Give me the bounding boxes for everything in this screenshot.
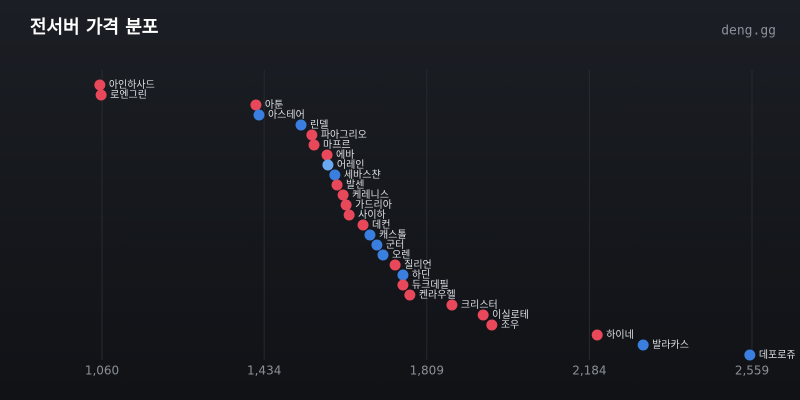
dot-label: 군터	[386, 239, 404, 251]
dot	[397, 279, 409, 291]
dot	[591, 329, 603, 341]
x-tick-label: 2,559	[735, 364, 769, 378]
dot-label: 발센	[346, 179, 364, 191]
dot-label: 켄라우헬	[419, 289, 456, 301]
dot	[253, 109, 265, 121]
dot-label: 아툰	[265, 99, 283, 111]
dot	[364, 229, 376, 241]
dot	[340, 199, 352, 211]
dot-label: 세바스챤	[344, 169, 381, 181]
dot-label: 데컨	[372, 219, 390, 231]
dot	[397, 269, 409, 281]
dot	[446, 299, 458, 311]
dot	[337, 189, 349, 201]
dot-label: 가드리아	[355, 199, 392, 211]
dot	[744, 349, 756, 361]
x-tick-label: 2,184	[572, 364, 606, 378]
dot	[477, 309, 489, 321]
dot-label: 에바	[336, 149, 354, 161]
dot-label: 데포로쥬	[759, 349, 796, 361]
dot-label: 파아그리오	[321, 129, 367, 141]
source: deng.gg	[721, 24, 776, 39]
dot	[295, 119, 307, 131]
x-tick-label: 1,434	[247, 364, 281, 378]
dot	[357, 219, 369, 231]
dot-label: 조우	[501, 319, 519, 331]
dot-label: 발라카스	[652, 339, 689, 351]
dot-label: 질리언	[404, 259, 432, 271]
x-tick-label: 1,809	[410, 364, 444, 378]
dot-label: 크리스터	[461, 299, 498, 311]
dot-label: 로엔그린	[110, 89, 147, 101]
dot	[250, 99, 262, 111]
dot-label: 사이하	[358, 208, 386, 221]
dot-label: 어레인	[337, 159, 365, 171]
dot	[329, 169, 341, 181]
dot	[389, 259, 401, 271]
dot	[95, 89, 107, 101]
dot	[94, 79, 106, 91]
dot	[637, 339, 649, 351]
dot-label: 캐스톨	[379, 229, 407, 241]
dot-label: 케레니스	[352, 189, 389, 201]
dot	[321, 149, 333, 161]
dot	[371, 239, 383, 251]
dot-label: 아스테어	[268, 109, 305, 121]
dot-label: 아인하사드	[109, 78, 155, 91]
dot-label: 마프르	[323, 139, 351, 151]
chart-title: 전서버 가격 분포	[30, 17, 158, 38]
dot-label: 오렌	[392, 249, 410, 261]
dot	[343, 209, 355, 221]
dot-label: 린델	[310, 119, 328, 131]
dot-label: 이실로테	[492, 309, 529, 321]
dot	[322, 159, 334, 171]
dot	[404, 289, 416, 301]
dot-label: 하딘	[412, 268, 430, 281]
dot-label: 듀크데필	[412, 279, 449, 291]
dot	[306, 129, 318, 141]
dot	[377, 249, 389, 261]
dot	[308, 139, 320, 151]
dot	[486, 319, 498, 331]
dot-label: 하이네	[606, 328, 634, 341]
x-tick-label: 1,060	[85, 364, 119, 378]
dot	[331, 179, 343, 191]
